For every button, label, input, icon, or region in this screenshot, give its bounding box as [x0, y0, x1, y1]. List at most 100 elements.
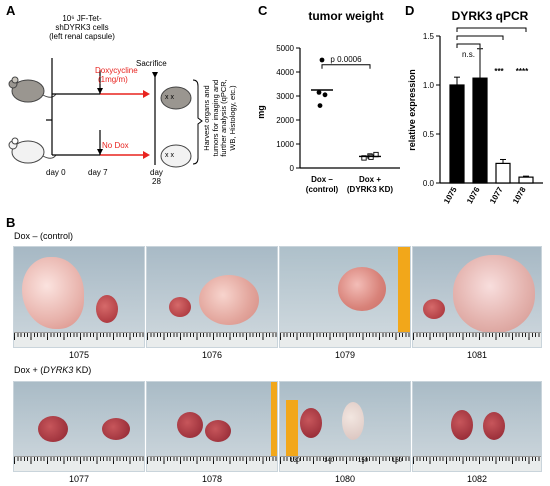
- ruler: [413, 332, 541, 347]
- doxycycline-label: Doxycycline: [95, 66, 138, 75]
- tumor-photo-1081: [412, 246, 542, 348]
- orange-tape: [286, 400, 298, 458]
- kidney: [205, 420, 231, 442]
- mouse-white-icon: [8, 137, 57, 164]
- significance-label: ****: [516, 67, 529, 76]
- ruler-number: 140: [324, 458, 335, 464]
- x-tick-label: Dox –: [311, 175, 333, 184]
- kidney: [169, 297, 191, 317]
- ruler: 130 140 150 160: [280, 456, 410, 471]
- cells-line3: (left renal capsule): [49, 32, 115, 41]
- panel-a-diagram: x x x x: [8, 58, 203, 168]
- day7-label: day 7: [88, 168, 108, 177]
- mouse-dead-dark-icon: x x: [160, 86, 192, 110]
- day0-label: day 0: [46, 168, 66, 177]
- y-tick-label: 0.5: [423, 130, 435, 139]
- kidney: [38, 416, 68, 442]
- group2-label: Dox + (DYRK3 KD): [14, 365, 92, 375]
- y-tick-label: 1.5: [423, 32, 435, 41]
- data-point: [361, 155, 367, 161]
- tumor-photo-1078: [146, 381, 278, 472]
- x-tick-label: 1077: [488, 185, 505, 205]
- data-point: [319, 57, 325, 63]
- ruler: [413, 456, 541, 471]
- y-axis-label: relative expression: [407, 69, 417, 151]
- panel-a-letter: A: [6, 3, 16, 18]
- chart-title: DYRK3 qPCR: [452, 9, 529, 23]
- ruler-number: 150: [358, 458, 369, 464]
- kidney: [451, 410, 473, 440]
- orange-tape: [398, 247, 410, 333]
- ruler: [14, 456, 144, 471]
- tumor-photo-1077: [13, 381, 145, 472]
- tumor-photo-1082: [412, 381, 542, 472]
- data-point: [322, 92, 328, 98]
- day28-label-2: 28: [152, 177, 161, 186]
- bar: [449, 84, 465, 184]
- doxycycline-dose: (1mg/m): [98, 75, 128, 84]
- ruler: [147, 332, 277, 347]
- tumor-mass: [22, 257, 84, 329]
- cells-line1: 10⁶ JF-Tet-: [62, 14, 102, 23]
- tumor-photo-1076: [146, 246, 278, 348]
- data-point: [368, 154, 374, 160]
- nodox-label: No Dox: [102, 141, 129, 150]
- ruler: [280, 332, 410, 347]
- tumor-photo-1075: [13, 246, 145, 348]
- significance-bracket: [456, 27, 527, 32]
- significance-label: ***: [494, 67, 504, 76]
- y-tick-label: 0.0: [423, 179, 435, 188]
- tumor-photo-1080: 130 140 150 160: [279, 381, 411, 472]
- x-tick-label: 1075: [442, 185, 459, 205]
- x-tick-label: (control): [306, 185, 339, 194]
- sample-label: 1080: [334, 474, 356, 484]
- mouse-dead-white-icon: x x: [160, 144, 192, 168]
- harvest-text-block: Harvest organs and tumors for imaging an…: [202, 72, 243, 172]
- cells-line2: shDYRK3 cells: [55, 23, 109, 32]
- pvalue-label: p 0.0006: [330, 55, 362, 64]
- sample-label: 1077: [68, 474, 90, 484]
- group1-label: Dox – (control): [14, 231, 74, 241]
- day28-label-1: day: [150, 168, 163, 177]
- tumor-mass: [338, 267, 386, 311]
- y-axis-label: mg: [256, 105, 266, 119]
- tumor-mass: [453, 255, 535, 333]
- bar: [495, 162, 511, 184]
- ruler: [147, 456, 277, 471]
- x-tick-label: 1076: [465, 185, 482, 205]
- y-tick-label: 1.0: [423, 81, 435, 90]
- y-tick-label: 2000: [276, 116, 294, 125]
- kidney: [423, 299, 445, 319]
- tumor-photo-1079: [279, 246, 411, 348]
- sample-label: 1079: [334, 350, 356, 360]
- tumor-mass: [199, 275, 259, 325]
- panel-d-letter: D: [405, 3, 415, 18]
- significance-bracket: [321, 64, 371, 69]
- kidney: [96, 295, 118, 323]
- orange-tape: [271, 382, 277, 459]
- y-tick-label: 5000: [276, 44, 294, 53]
- sample-label: 1082: [466, 474, 488, 484]
- bar: [472, 77, 488, 184]
- panel-b-letter: B: [6, 215, 16, 230]
- ruler-number: 130: [290, 458, 301, 464]
- tumor-mass: [342, 402, 364, 440]
- sample-label: 1081: [466, 350, 488, 360]
- y-tick-label: 4000: [276, 68, 294, 77]
- sample-label: 1078: [201, 474, 223, 484]
- data-point: [316, 90, 322, 95]
- chart-title: tumor weight: [308, 9, 383, 23]
- data-point: [317, 103, 323, 108]
- y-tick-label: 1000: [276, 140, 294, 149]
- qpcr-chart: DYRK3 qPCR 0.0 0.5 1.0 1.5 relative expressio…: [407, 9, 543, 205]
- sample-label: 1076: [201, 350, 223, 360]
- svg-text:x x: x x: [165, 94, 174, 101]
- kidney: [102, 418, 130, 440]
- significance-bracket: [456, 43, 481, 48]
- y-tick-label: 3000: [276, 92, 294, 101]
- x-tick-label: 1078: [511, 185, 528, 205]
- ruler: [14, 332, 144, 347]
- mouse-dark-icon: [8, 76, 57, 103]
- x-tick-label: Dox +: [359, 175, 381, 184]
- sacrifice-label: Sacrifice: [136, 59, 167, 68]
